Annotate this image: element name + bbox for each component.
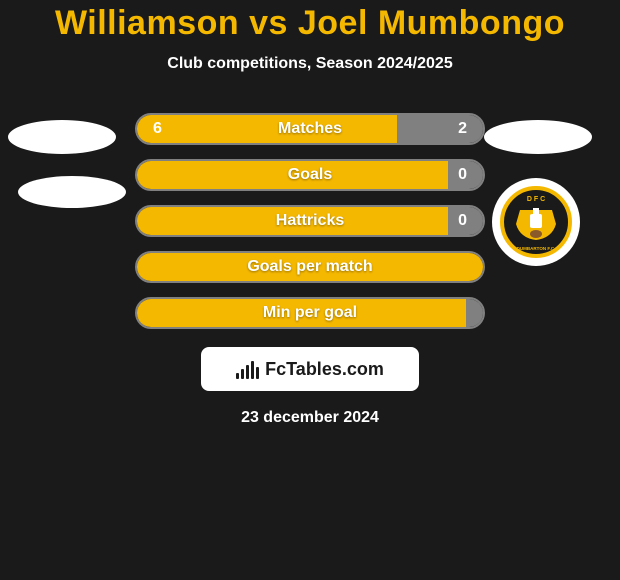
club-badge: D F C DUMBARTON F.C. xyxy=(492,178,580,266)
bar-label: Matches xyxy=(278,120,342,138)
fctables-logo: FcTables.com xyxy=(201,347,419,391)
logo-bars-icon xyxy=(236,359,259,379)
bar-left-fill xyxy=(137,115,397,143)
bar-right-value: 0 xyxy=(458,166,467,184)
bar-right-value: 2 xyxy=(458,120,467,138)
bar-right-fill xyxy=(466,299,483,327)
bar-label: Goals per match xyxy=(247,258,372,276)
stat-row-goals: Goals 0 xyxy=(135,159,485,191)
bar-left-value: 6 xyxy=(153,120,162,138)
player-ellipse xyxy=(484,120,592,154)
player-ellipse xyxy=(8,120,116,154)
date-text: 23 december 2024 xyxy=(0,409,620,427)
stat-row-hattricks: Hattricks 0 xyxy=(135,205,485,237)
bar-label: Min per goal xyxy=(263,304,357,322)
bar-label: Goals xyxy=(288,166,332,184)
stat-row-matches: Matches 6 2 xyxy=(135,113,485,145)
stat-row-min-per-goal: Min per goal xyxy=(135,297,485,329)
bar-right-fill xyxy=(397,115,484,143)
stat-row-goals-per-match: Goals per match xyxy=(135,251,485,283)
player-ellipse xyxy=(18,176,126,208)
subtitle: Club competitions, Season 2024/2025 xyxy=(0,55,620,73)
logo-text: FcTables.com xyxy=(265,359,384,380)
bar-label: Hattricks xyxy=(276,212,344,230)
svg-text:D F C: D F C xyxy=(527,196,545,203)
bar-right-value: 0 xyxy=(458,212,467,230)
page-title: Williamson vs Joel Mumbongo xyxy=(0,0,620,43)
svg-text:DUMBARTON F.C.: DUMBARTON F.C. xyxy=(517,246,556,251)
club-crest-icon: D F C DUMBARTON F.C. xyxy=(500,186,572,258)
